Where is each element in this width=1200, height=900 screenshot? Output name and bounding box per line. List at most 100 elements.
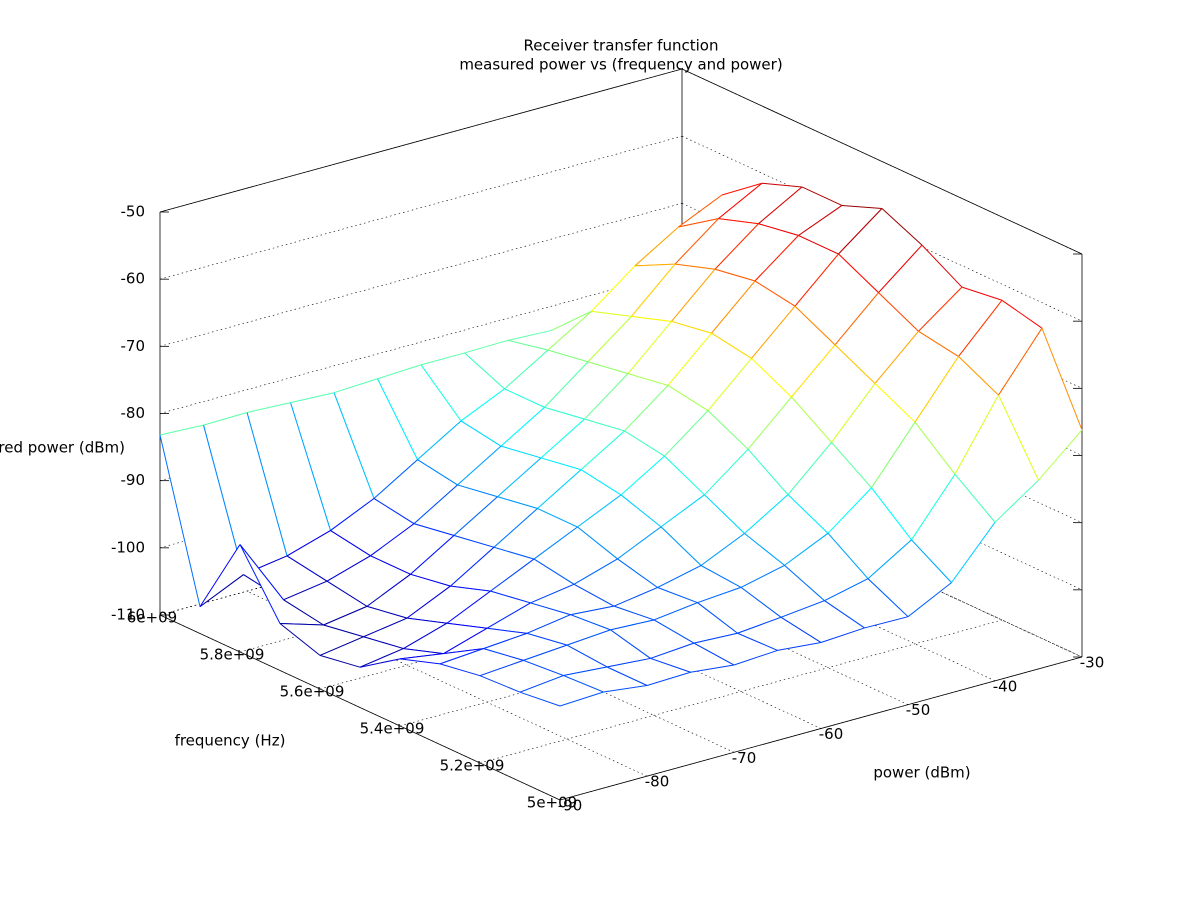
- mesh-line: [479, 675, 521, 693]
- mesh-line: [493, 508, 538, 548]
- surface-cell: [537, 469, 621, 528]
- mesh-line: [664, 455, 705, 496]
- mesh-line: [740, 586, 782, 618]
- mesh-line: [994, 479, 1039, 523]
- mesh-line: [754, 280, 796, 307]
- mesh-line: [700, 533, 745, 566]
- surface-cell: [494, 508, 578, 560]
- mesh-line: [446, 590, 491, 624]
- mesh-line: [486, 627, 528, 634]
- mesh-line: [507, 329, 552, 341]
- surface-cell: [708, 358, 792, 450]
- mesh-line: [326, 555, 371, 582]
- mesh-line: [540, 418, 585, 459]
- surface-cell: [610, 619, 694, 659]
- surface-cell: [631, 264, 715, 322]
- mesh-line: [801, 186, 843, 206]
- mesh-line: [479, 659, 524, 677]
- z-tick-label: -50: [121, 203, 146, 221]
- mesh-line: [246, 402, 291, 413]
- mesh-line: [483, 632, 528, 650]
- mesh-line: [693, 642, 735, 666]
- surface-cell: [581, 430, 665, 495]
- surface-cell: [998, 328, 1082, 481]
- mesh-line: [464, 352, 505, 390]
- mesh-line: [577, 494, 622, 528]
- surface-cell: [878, 245, 962, 332]
- mesh-line: [627, 321, 672, 374]
- mesh-line: [653, 602, 698, 621]
- surface-cell: [718, 183, 802, 224]
- mesh-line: [758, 223, 799, 236]
- surface-cell: [483, 633, 567, 661]
- surface-cell: [911, 474, 995, 583]
- mesh-line: [918, 330, 959, 357]
- mesh-line: [587, 361, 629, 375]
- surface-cell: [454, 496, 538, 548]
- mesh-line: [874, 330, 919, 384]
- surface-cell: [617, 526, 701, 588]
- y-tick-label: -40: [993, 677, 1018, 695]
- surface-cell: [374, 459, 458, 524]
- mesh-line: [707, 410, 749, 450]
- mesh-line: [417, 420, 462, 461]
- mesh-line: [446, 622, 488, 629]
- grid-line: [681, 471, 1083, 658]
- mesh-line: [827, 487, 872, 534]
- surface-cell: [370, 523, 454, 575]
- surface-cell: [955, 395, 1039, 523]
- mesh-line: [544, 406, 585, 420]
- surface-cell: [203, 412, 287, 575]
- mesh-line: [954, 394, 999, 475]
- mesh-line: [547, 349, 589, 363]
- mesh-line: [373, 459, 418, 499]
- x-axis-label: frequency (Hz): [175, 732, 286, 750]
- mesh-line: [718, 182, 763, 220]
- surface-cell: [508, 311, 592, 351]
- mesh-line: [620, 494, 662, 528]
- mesh-line: [1041, 328, 1083, 431]
- mesh-line: [486, 602, 531, 629]
- surface-cell: [781, 600, 865, 643]
- grid-line: [507, 519, 909, 705]
- mesh-line: [493, 546, 535, 560]
- mesh-line: [540, 457, 582, 471]
- z-tick-label: -90: [121, 471, 146, 489]
- mesh-line: [714, 223, 759, 270]
- mesh-line: [650, 642, 695, 659]
- mesh-line: [697, 602, 738, 634]
- mesh-line: [660, 526, 702, 566]
- mesh-line: [998, 394, 1039, 481]
- surface-cell: [788, 442, 872, 534]
- z-tick-label: -100: [111, 538, 145, 556]
- mesh-line: [551, 310, 592, 331]
- mesh-line: [721, 182, 763, 196]
- mesh-line: [878, 244, 923, 294]
- surface-cell: [407, 586, 491, 624]
- surface-cell: [367, 574, 451, 619]
- mesh-line: [519, 675, 564, 693]
- mesh-line: [563, 675, 604, 693]
- mesh-line: [838, 253, 879, 294]
- surface-cell: [548, 311, 632, 362]
- mesh-line: [874, 383, 916, 423]
- mesh-line: [798, 235, 839, 255]
- mesh-line: [744, 494, 789, 534]
- surface-cell: [240, 544, 324, 625]
- x-tick-label: 5.6e+09: [280, 683, 345, 701]
- mesh-line: [961, 286, 1003, 301]
- mesh-line: [547, 310, 592, 351]
- mesh-line: [584, 373, 629, 420]
- y-tick-label: -50: [906, 701, 931, 719]
- mesh-line: [559, 691, 604, 707]
- mesh-line: [497, 457, 542, 498]
- mesh-line: [239, 544, 284, 601]
- mesh-line: [573, 583, 615, 607]
- mesh-line: [366, 605, 408, 619]
- mesh-line: [653, 619, 695, 644]
- mesh-line: [758, 186, 803, 225]
- mesh-line: [631, 315, 672, 322]
- mesh-line: [674, 218, 719, 265]
- mesh-line: [838, 208, 883, 255]
